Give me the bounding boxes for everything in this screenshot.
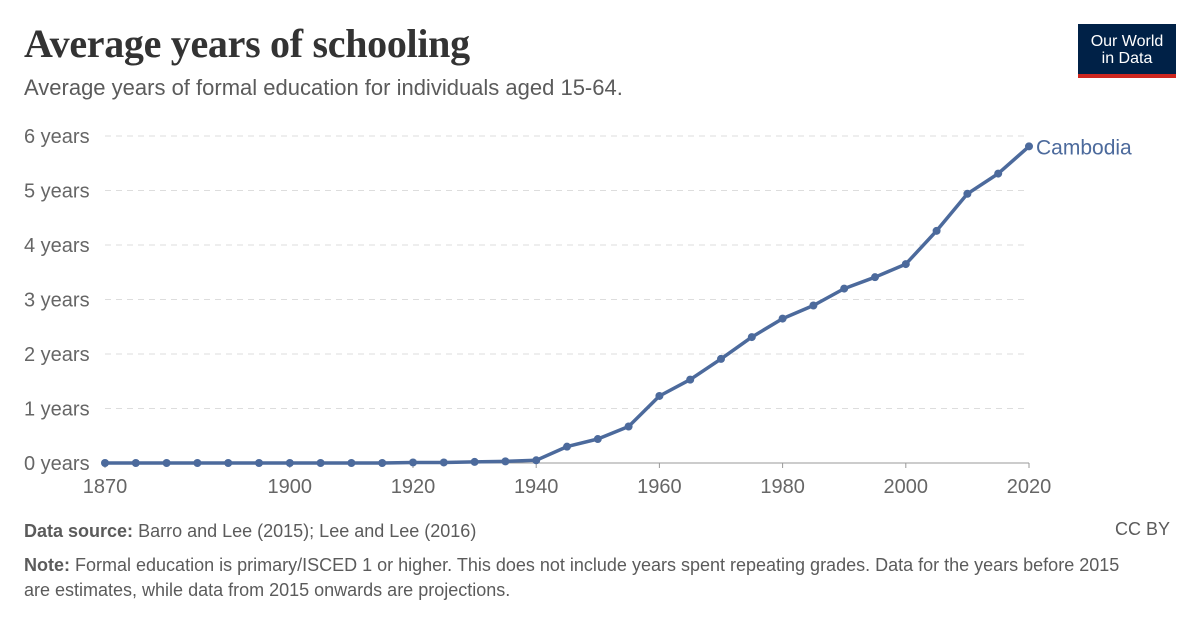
y-tick-label: 6 years	[24, 126, 90, 148]
chart-subtitle: Average years of formal education for in…	[24, 75, 623, 100]
data-point[interactable]	[624, 422, 633, 431]
y-tick-label: 3 years	[24, 290, 90, 312]
data-point[interactable]	[501, 457, 510, 466]
data-point[interactable]	[162, 459, 171, 467]
y-tick-label: 1 years	[24, 399, 90, 421]
data-point[interactable]	[101, 459, 109, 467]
logo-line-2: in Data	[1101, 50, 1153, 67]
data-point[interactable]	[563, 442, 571, 451]
logo-line-1: Our World	[1090, 33, 1164, 50]
data-point[interactable]	[224, 459, 233, 467]
x-tick-label: 1870	[83, 476, 128, 498]
x-tick-label: 2000	[884, 476, 929, 498]
data-point[interactable]	[655, 391, 664, 400]
license-link[interactable]: CC BY	[1114, 519, 1170, 539]
data-point[interactable]	[963, 189, 972, 198]
data-point[interactable]	[593, 435, 602, 444]
series-layer: Cambodia	[101, 136, 1132, 467]
data-point[interactable]	[409, 458, 417, 467]
data-point[interactable]	[840, 284, 849, 293]
x-tick-label: 1980	[760, 476, 805, 498]
series-label[interactable]: Cambodia	[1036, 136, 1132, 159]
x-tick-label: 1940	[514, 476, 559, 498]
source-text[interactable]: Barro and Lee (2015); Lee and Lee (2016)	[138, 521, 477, 541]
data-point[interactable]	[193, 459, 202, 467]
x-tick-label: 2020	[1007, 476, 1052, 498]
note-label: Note:	[24, 555, 70, 575]
data-point[interactable]	[778, 314, 787, 323]
x-tick-label: 1960	[637, 476, 682, 498]
data-point[interactable]	[994, 169, 1003, 178]
axes: 0 years 1 years 2 years 3 years 4 years 5 yea…	[24, 126, 1051, 498]
data-point[interactable]	[686, 375, 695, 384]
data-point[interactable]	[747, 333, 756, 342]
data-point[interactable]	[532, 456, 541, 465]
data-point[interactable]	[717, 354, 725, 363]
y-tick-label: 0 years	[24, 453, 90, 475]
owid-logo[interactable]: Our World in Data	[1078, 24, 1176, 78]
data-point[interactable]	[901, 260, 910, 269]
data-point[interactable]	[470, 457, 479, 466]
x-tick-label: 1920	[391, 476, 436, 498]
chart-title: Average years of schooling	[24, 21, 470, 66]
data-point[interactable]	[285, 459, 294, 467]
y-tick-label: 5 years	[24, 181, 90, 203]
y-tick-label: 2 years	[24, 344, 90, 366]
data-point[interactable]	[255, 459, 263, 467]
note-text: Formal education is primary/ISCED 1 or h…	[24, 555, 1120, 600]
data-point[interactable]	[316, 459, 325, 467]
data-source: Data source: Barro and Lee (2015); Lee a…	[24, 519, 476, 544]
x-tick-label: 1900	[268, 476, 313, 498]
data-point[interactable]	[871, 273, 879, 282]
data-point[interactable]	[809, 301, 818, 310]
y-tick-label: 4 years	[24, 235, 90, 257]
data-point[interactable]	[1025, 142, 1033, 151]
data-point[interactable]	[439, 458, 448, 467]
series-line-cambodia[interactable]	[105, 145, 1031, 465]
grid-lines	[105, 135, 1029, 409]
source-label: Data source:	[24, 521, 134, 541]
data-point[interactable]	[347, 459, 356, 467]
data-point[interactable]	[131, 459, 140, 467]
note: Note: Formal education is primary/ISCED …	[24, 553, 1144, 603]
data-point[interactable]	[932, 226, 941, 235]
data-point[interactable]	[378, 459, 387, 467]
